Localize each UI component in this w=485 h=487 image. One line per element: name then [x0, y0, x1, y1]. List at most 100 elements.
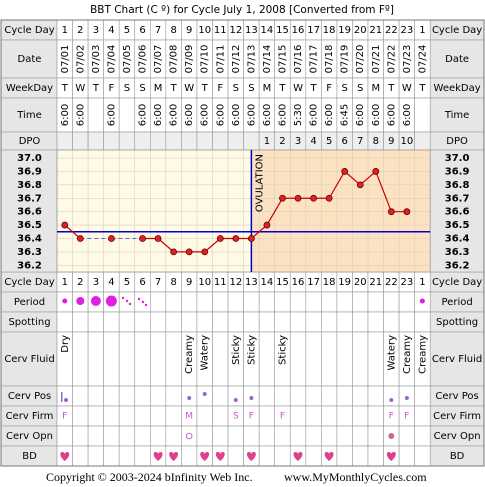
weekday: M — [154, 83, 163, 94]
weekday: T — [61, 83, 69, 94]
table-cell — [227, 291, 244, 313]
weekday: W — [293, 83, 303, 94]
table-cell — [181, 425, 198, 447]
label-cell — [0, 97, 58, 133]
period-icon — [121, 296, 125, 300]
table-cell — [165, 331, 182, 387]
table-cell — [398, 445, 415, 467]
weekday: W — [402, 83, 412, 94]
cycle-day: 1 — [62, 277, 68, 288]
weekday: W — [184, 83, 194, 94]
cycle-day: 20 — [354, 277, 367, 288]
table-cell — [336, 311, 353, 333]
table-cell — [383, 385, 400, 407]
row-label: BD — [22, 451, 37, 462]
cycle-day: 18 — [323, 25, 336, 36]
cycle-day: 14 — [261, 277, 274, 288]
cerv-firm: F — [389, 412, 394, 422]
table-cell — [352, 385, 369, 407]
period-icon — [141, 300, 145, 304]
cycle-day: 22 — [385, 25, 398, 36]
table-cell — [243, 311, 260, 333]
date: 07/20 — [355, 45, 366, 74]
table-cell — [212, 405, 229, 427]
table-cell — [383, 291, 400, 313]
table-cell — [87, 425, 104, 447]
table-cell — [305, 425, 322, 447]
table-cell — [212, 311, 229, 333]
table-cell — [56, 131, 73, 151]
cycle-day: 10 — [198, 277, 211, 288]
cycle-day: 20 — [354, 25, 367, 36]
table-cell — [367, 331, 384, 387]
temperature-point — [76, 235, 84, 242]
table-cell — [227, 385, 244, 407]
temperature-point — [232, 235, 240, 242]
cycle-day: 1 — [419, 277, 425, 288]
dpo: 8 — [373, 136, 379, 147]
table-cell — [414, 311, 431, 333]
row-label: Spotting — [8, 317, 50, 328]
temperature-point — [279, 194, 286, 202]
table-cell — [367, 311, 384, 333]
table-cell — [227, 445, 244, 467]
table-cell — [383, 311, 400, 333]
table-cell — [289, 311, 307, 333]
table-cell — [103, 445, 120, 467]
cycle-day: 8 — [170, 277, 176, 288]
cycle-day: 4 — [108, 277, 114, 288]
table-cell — [243, 385, 260, 407]
cycle-day: 15 — [276, 277, 289, 288]
table-cell — [367, 425, 384, 447]
cycle-day: 19 — [338, 25, 351, 36]
table-cell — [305, 331, 322, 387]
table-cell — [274, 291, 291, 313]
cycle-day: 1 — [419, 25, 425, 36]
table-cell — [165, 425, 182, 447]
table-cell — [336, 425, 353, 447]
time: 6:45 — [340, 104, 351, 126]
table-cell — [289, 405, 307, 427]
time: 6:00 — [138, 104, 149, 126]
table-cell — [165, 311, 182, 333]
weekday: S — [341, 83, 347, 94]
temperature-point — [372, 168, 380, 175]
label-cell — [429, 149, 485, 273]
label-cell — [0, 39, 58, 79]
row-label: Period — [442, 297, 473, 308]
table-cell — [336, 385, 353, 407]
weekday: T — [278, 83, 286, 94]
table-cell — [134, 385, 151, 407]
time: 6:00 — [324, 104, 335, 126]
table-cell — [87, 445, 104, 467]
table-cell — [134, 311, 151, 333]
dpo: 9 — [388, 136, 394, 147]
cerv-fluid: Watery — [200, 335, 211, 371]
table-cell — [150, 131, 167, 151]
row-label: Cycle Day — [4, 25, 54, 36]
temperature-point — [310, 194, 317, 202]
label-cell — [429, 39, 485, 79]
cerv-fluid: Watery — [386, 335, 397, 371]
row-label: Cerv Fluid — [4, 354, 54, 365]
cerv-fluid: Dry — [60, 335, 71, 353]
temperature-point — [341, 168, 349, 175]
temperature-point — [185, 248, 193, 256]
weekday: S — [139, 83, 145, 94]
row-label: Cerv Pos — [435, 391, 478, 402]
table-cell — [72, 445, 89, 467]
table-cell — [398, 291, 415, 313]
row-label: WeekDay — [434, 83, 481, 94]
table-cell — [103, 311, 120, 333]
cycle-day: 7 — [155, 277, 161, 288]
table-cell — [227, 311, 244, 333]
table-cell — [212, 291, 229, 313]
cycle-day: 12 — [229, 277, 242, 288]
table-cell — [321, 405, 338, 427]
table-cell — [274, 311, 291, 333]
table-cell — [352, 405, 369, 427]
cycle-day: 3 — [93, 25, 99, 36]
y-tick-label: 36.5 — [445, 220, 470, 231]
cerv-fluid: Creamy — [402, 335, 413, 374]
